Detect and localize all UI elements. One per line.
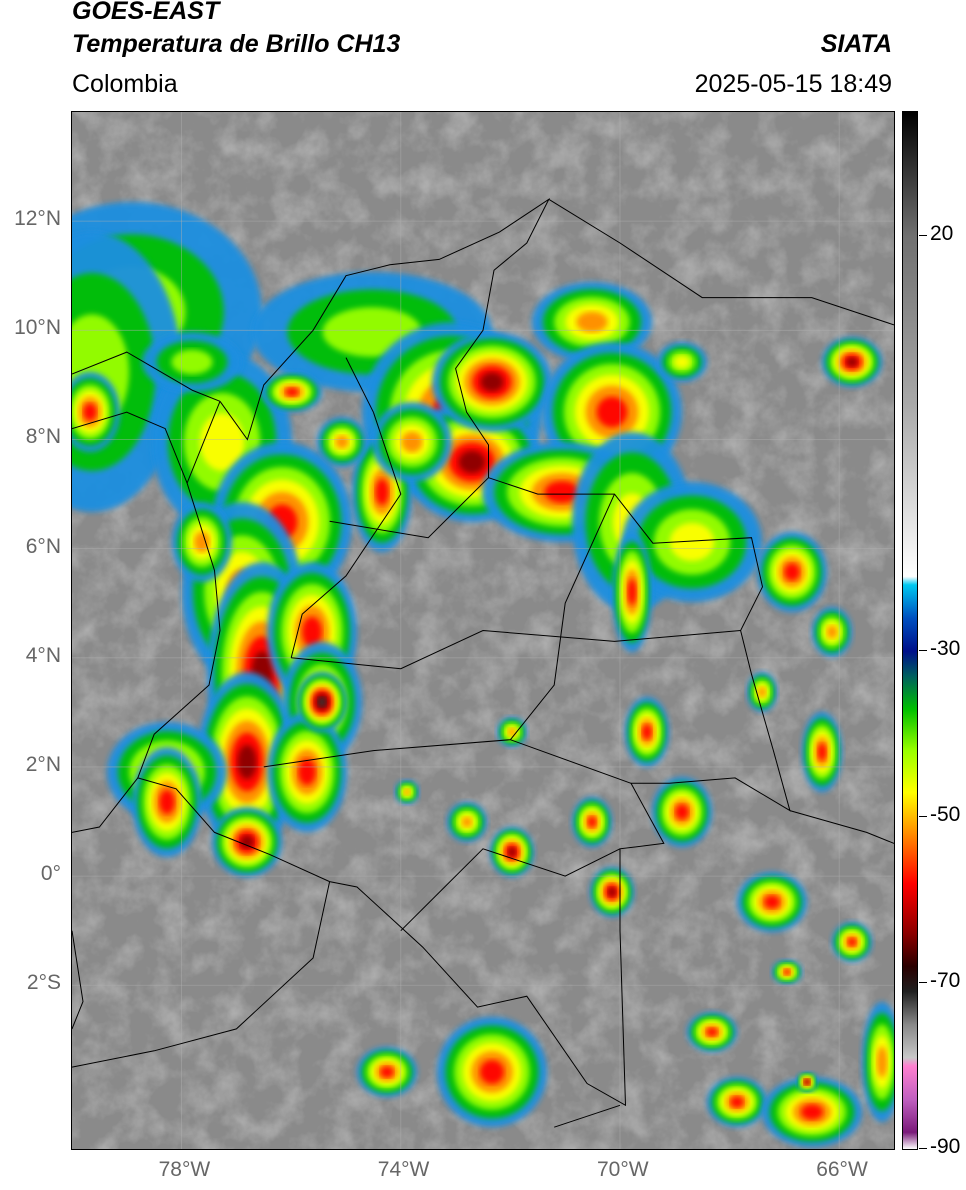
border-line <box>510 493 615 741</box>
cloud-cell <box>657 342 707 382</box>
cloud-cell <box>757 532 827 612</box>
cloud-cell <box>707 1077 767 1127</box>
colorbar-label: -30 <box>930 637 961 661</box>
colorbar-tick <box>919 816 927 818</box>
cloud-cell <box>212 807 282 877</box>
cloud-cell <box>622 482 762 602</box>
lat-tick-label: 8°N <box>25 425 61 449</box>
cloud-cell <box>590 867 634 917</box>
colorbar-tick <box>919 650 927 652</box>
satellite-map[interactable] <box>71 111 895 1150</box>
lat-tick-label: 0° <box>40 862 61 886</box>
political-borders <box>72 197 894 1128</box>
border-line <box>329 477 489 539</box>
border-line <box>72 881 331 1068</box>
cloud-cell <box>297 672 347 732</box>
colorbar-label: -90 <box>930 1135 961 1158</box>
cloud-cell <box>772 960 802 984</box>
colorbar-tick <box>919 982 927 984</box>
cloud-cell <box>822 337 882 387</box>
cloud-cell <box>437 1017 547 1127</box>
cloud-cell <box>267 712 347 832</box>
cloud-cell <box>447 802 487 842</box>
border-line <box>400 848 621 932</box>
colorbar-tick <box>919 1148 927 1149</box>
lat-tick-label: 4°N <box>25 643 61 667</box>
cloud-cell <box>142 332 242 392</box>
cloud-cell <box>572 797 612 847</box>
border-line <box>789 810 894 844</box>
border-line <box>345 357 374 413</box>
cloud-cell <box>372 402 452 482</box>
lon-tick-label: 70°W <box>597 1158 649 1181</box>
cloud-cell <box>612 532 652 652</box>
agency-label: SIATA <box>820 30 892 58</box>
cloud-cell <box>832 922 872 962</box>
lon-tick-label: 78°W <box>158 1158 211 1181</box>
lat-tick-label: 2°N <box>25 752 61 776</box>
lat-tick-label: 2°S <box>26 971 61 995</box>
cloud-cell <box>862 1002 894 1122</box>
border-line <box>548 198 894 326</box>
cloud-cell <box>797 1072 817 1092</box>
lon-tick-label: 66°W <box>816 1158 868 1181</box>
colorbar-label: -70 <box>930 969 961 993</box>
cloud-cell <box>172 502 232 582</box>
border-line <box>554 1104 621 1128</box>
lat-tick-label: 6°N <box>25 534 61 558</box>
border-line <box>72 777 139 833</box>
border-line <box>263 739 632 784</box>
border-line <box>72 930 84 1030</box>
product-title: Temperatura de Brillo CH13 <box>72 30 401 58</box>
cloud-cell <box>395 780 419 804</box>
border-line <box>137 197 791 1107</box>
colorbar-label: -50 <box>930 803 961 827</box>
cloud-cell <box>132 747 202 857</box>
cloud-cell <box>737 872 807 932</box>
map-canvas <box>72 112 894 1149</box>
cloud-cell <box>802 712 842 792</box>
cloud-cell <box>432 332 552 432</box>
lat-tick-label: 10°N <box>14 316 61 340</box>
cloud-cell <box>812 607 852 657</box>
cloud-cell <box>197 672 297 852</box>
lat-tick-label: 12°N <box>14 207 61 231</box>
cloud-cell <box>317 417 367 467</box>
graticule <box>72 112 894 1149</box>
cloud-cell <box>262 372 322 412</box>
border-line <box>290 412 402 658</box>
cloud-cell <box>625 697 669 767</box>
border-line <box>72 411 188 484</box>
datetime-label: 2025-05-15 18:49 <box>694 70 892 98</box>
cloud-cell <box>532 282 652 362</box>
region-label: Colombia <box>72 70 178 98</box>
cloud-cell <box>687 1012 737 1052</box>
cloud-cell <box>762 1077 862 1147</box>
convective-clouds <box>72 202 894 1147</box>
lon-tick-label: 74°W <box>377 1158 430 1181</box>
satellite-title: GOES-EAST <box>72 0 220 25</box>
cloud-cell <box>357 1047 417 1097</box>
colorbar <box>902 111 918 1150</box>
border-line <box>291 629 741 670</box>
cloud-cell <box>652 777 712 847</box>
cloud-cell <box>747 672 777 712</box>
colorbar-tick <box>919 235 927 237</box>
cloud-cell <box>497 717 527 747</box>
cloud-cell <box>490 827 534 877</box>
border-line <box>72 351 221 402</box>
colorbar-label: 20 <box>930 222 954 246</box>
